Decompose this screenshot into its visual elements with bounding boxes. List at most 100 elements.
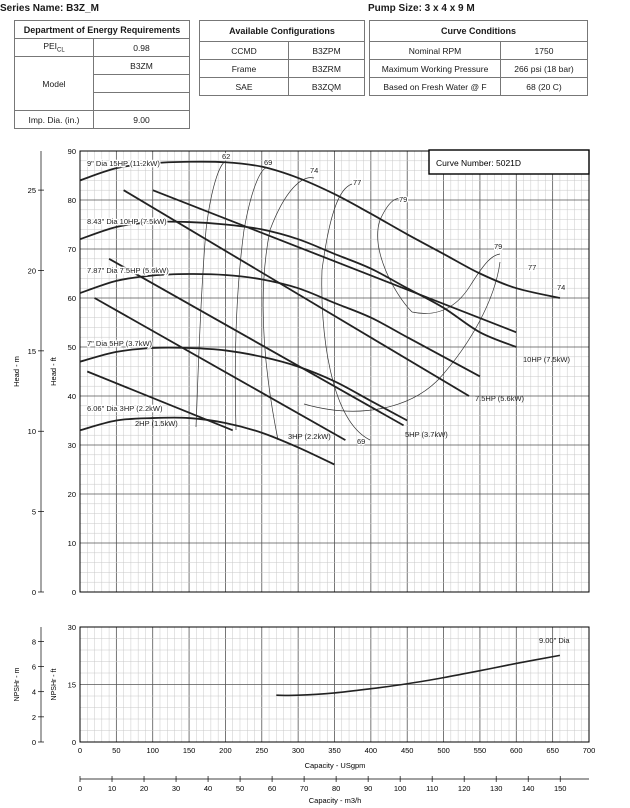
y-tick-label: 60 [68,294,76,303]
impeller-curve [79,273,481,378]
x-metric-tick-label: 80 [332,784,340,793]
npsh-curve-label: 9.00" Dia [539,636,570,645]
x-metric-tick-label: 20 [140,784,148,793]
npsh-y-tick-label: 15 [68,681,76,690]
x-tick-label: 150 [183,746,196,755]
impeller-curve-label: 8.43" Dia 10HP (7.5kW) [87,217,167,226]
x-tick-label: 500 [437,746,450,755]
power-line [123,189,470,397]
power-line-label: 7.5HP (5.6kW) [475,394,525,403]
curve-number-box [428,149,590,175]
y-tick-label: 80 [68,196,76,205]
x-metric-tick-label: 90 [364,784,372,793]
x-metric-tick-label: 100 [394,784,407,793]
impeller-curve [79,346,408,422]
power-line-label: 5HP (3.7kW) [405,430,448,439]
series-name: Series Name: B3Z_M [0,3,99,14]
y-metric-tick-label: 20 [28,266,36,275]
x-metric-tick-label: 130 [490,784,503,793]
efficiency-contour [303,261,501,412]
power-line-label: 3HP (2.2kW) [288,432,331,441]
y-metric-tick-label: 5 [32,508,36,517]
x-metric-tick-label: 70 [300,784,308,793]
config-value: B3ZQM [288,77,365,96]
x-tick-label: 300 [292,746,305,755]
y-metric-tick-label: 10 [28,427,36,436]
npsh-metric-tick-label: 4 [32,688,36,697]
x-tick-label: 700 [583,746,596,755]
power-line [152,189,517,334]
efficiency-contour [234,167,269,431]
x-metric-tick-label: 30 [172,784,180,793]
x-tick-label: 550 [474,746,487,755]
npsh-metric-tick-label: 0 [32,738,36,747]
power-line-label: 10HP (7.5kW) [523,355,570,364]
x-metric-tick-label: 120 [458,784,471,793]
efficiency-label: 77 [353,178,361,187]
x-metric-tick-label: 10 [108,784,116,793]
npsh-y-tick-label: 0 [72,738,76,747]
efficiency-label: 69 [357,437,365,446]
x-tick-label: 350 [328,746,341,755]
config-value: B3ZPM [288,41,365,60]
impeller-curve-label: 7" Dia 5HP (3.7kW) [87,339,153,348]
npsh-curve [276,654,561,697]
curve-number: Curve Number: 5021D [436,158,521,168]
y-tick-label: 10 [68,539,76,548]
efficiency-label: 69 [264,158,272,167]
x-label: Capacity - USgpm [305,761,366,770]
conditions-title: Curve Conditions [369,20,588,42]
y-tick-label: 70 [68,245,76,254]
imp-dia-value: 9.00 [93,110,190,129]
power-line [108,258,405,427]
x-tick-label: 50 [112,746,120,755]
configs-table: Available Configurations CCMD B3ZPM Frame… [199,20,365,96]
x-metric-tick-label: 140 [522,784,535,793]
efficiency-label: 79 [494,242,502,251]
npsh-label-metric: NPSHr - m [14,667,21,701]
condition-value: 68 (20 C) [500,77,588,96]
x-tick-label: 650 [546,746,559,755]
efficiency-label: 74 [557,283,565,292]
efficiency-label: 77 [528,263,536,272]
power-line [94,297,346,441]
x-metric-tick-label: 110 [426,784,438,793]
y-metric-tick-label: 15 [28,347,36,356]
x-tick-label: 0 [78,746,82,755]
x-metric-tick-label: 50 [236,784,244,793]
impeller-curve [79,160,561,299]
x-metric-tick-label: 0 [78,784,82,793]
impeller-curve-label: 7.87" Dia 7.5HP (5.6kW) [87,266,169,275]
efficiency-contour [377,197,501,314]
x-metric-tick-label: 150 [554,784,567,793]
y-label-metric: Head - m [12,356,21,387]
doe-title: Department of Energy Requirements [14,20,190,39]
y-tick-label: 40 [68,392,76,401]
x-tick-label: 200 [219,746,232,755]
impeller-curve [79,416,335,466]
conditions-table: Curve Conditions Nominal RPM 1750 Maximum… [369,20,588,96]
y-tick-label: 20 [68,490,76,499]
efficiency-label: 74 [310,166,318,175]
x-tick-label: 450 [401,746,414,755]
x-tick-label: 100 [146,746,159,755]
npsh-metric-tick-label: 8 [32,637,36,646]
y-metric-tick-label: 25 [28,186,36,195]
efficiency-label: 62 [222,152,230,161]
doe-table: Department of Energy Requirements PEICL … [14,20,190,129]
plot-frame [79,150,590,593]
y-tick-label: 0 [72,588,76,597]
y-tick-label: 30 [68,441,76,450]
x-metric-tick-label: 60 [268,784,276,793]
x-tick-label: 250 [256,746,269,755]
plot-frame [79,626,590,743]
power-line-label: 2HP (1.5kW) [135,419,178,428]
x-tick-label: 400 [365,746,378,755]
configs-title: Available Configurations [199,20,365,42]
impeller-curve-label: 9" Dia 15HP (11.2kW) [87,159,160,168]
pump-size: Pump Size: 3 x 4 x 9 M [368,3,475,14]
x-label-metric: Capacity - m3/h [309,796,362,805]
efficiency-label: 79 [399,195,407,204]
x-tick-label: 600 [510,746,523,755]
